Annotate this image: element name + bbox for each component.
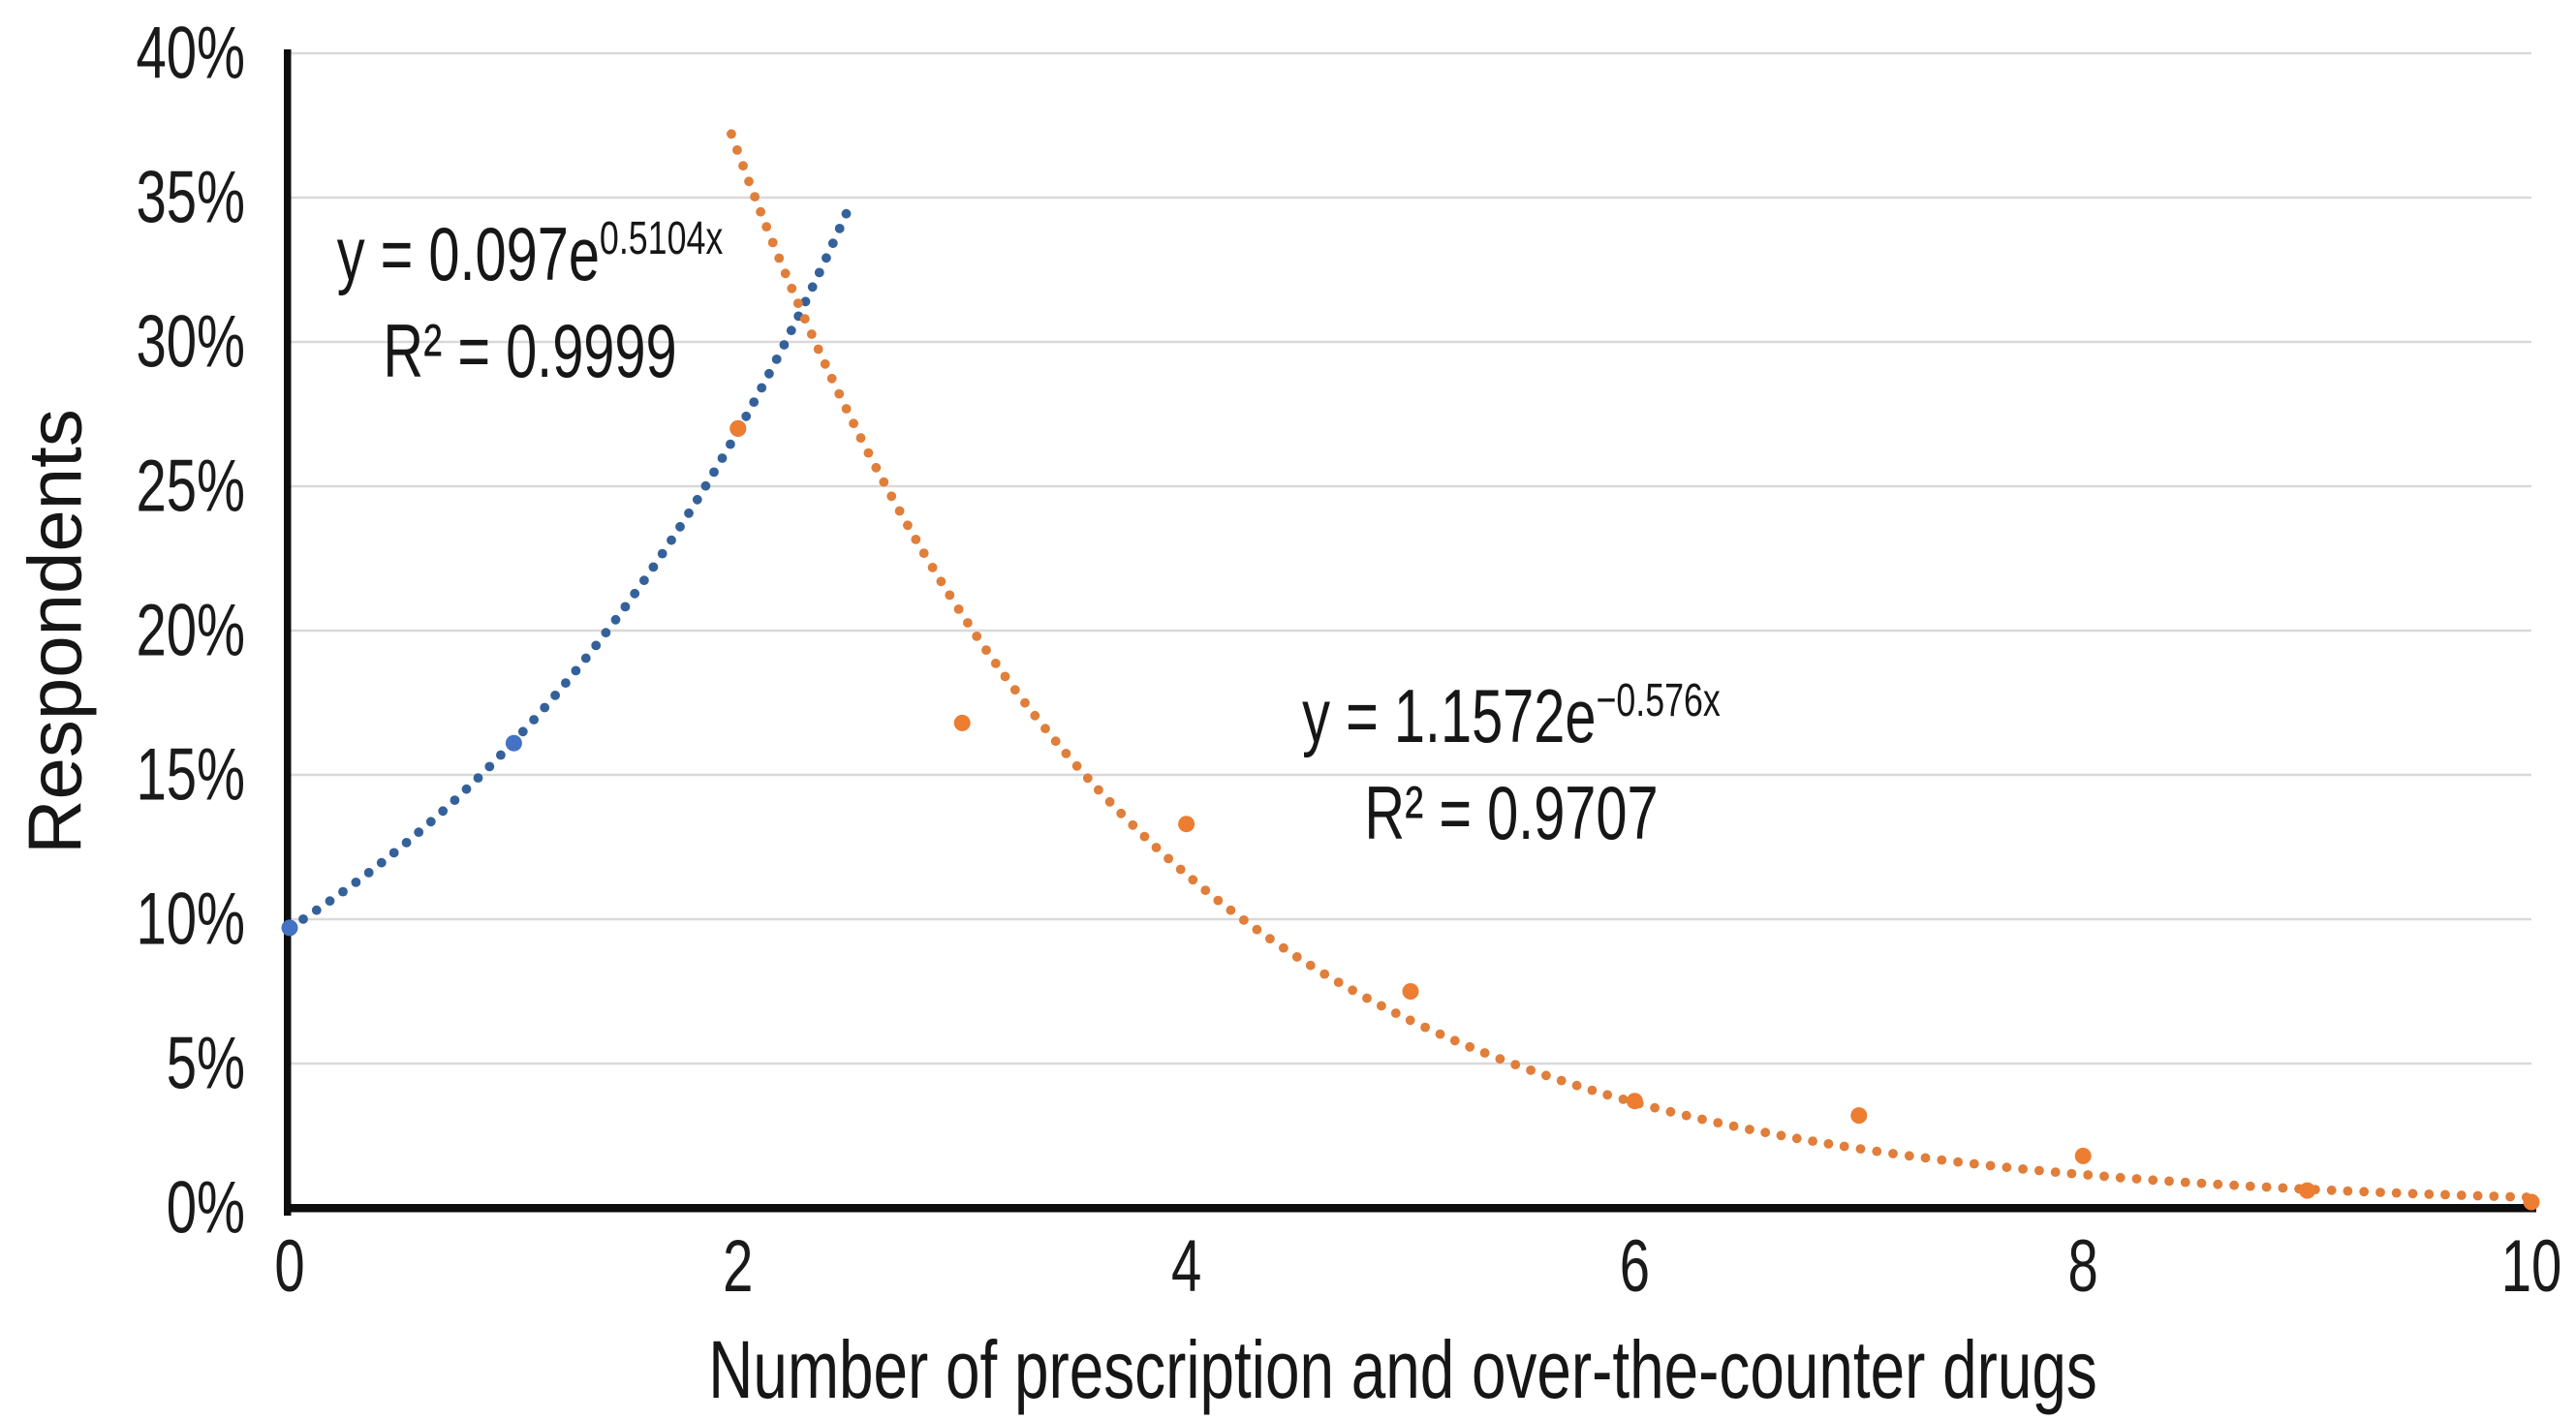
y-axis-title: Respondents	[12, 409, 98, 854]
data-point-marker	[2523, 1193, 2540, 1211]
data-point-marker	[1626, 1093, 1643, 1110]
data-point-marker	[1178, 816, 1195, 833]
gridlines	[290, 51, 2531, 1065]
trendline-r2-blue: R² = 0.9999	[383, 307, 677, 393]
data-point-marker	[1402, 983, 1419, 1000]
trendline-orange-falling	[727, 129, 2531, 1202]
y-tick-label: 30%	[136, 300, 245, 383]
x-tick-label: 4	[1171, 1225, 1201, 1308]
trendline-label-orange: y = 1.1572e−0.576x R² = 0.9707	[1228, 668, 1793, 862]
y-tick-label: 0%	[167, 1166, 245, 1249]
y-tick-label: 20%	[136, 589, 245, 671]
trendline-blue-rising	[285, 208, 852, 933]
data-point-marker	[2074, 1147, 2092, 1164]
data-point-marker	[953, 714, 971, 731]
trendline-equation-blue: y = 0.097e0.5104x	[336, 211, 724, 296]
y-tick-label: 10%	[136, 878, 245, 960]
x-tick-label: 6	[1620, 1225, 1650, 1308]
y-axis-line	[284, 49, 292, 1216]
data-points-orange-falling	[729, 419, 2540, 1211]
y-tick-label: 35%	[136, 156, 245, 238]
data-point-marker	[505, 734, 522, 752]
data-points-blue-rising	[281, 419, 747, 937]
x-axis-title-text: Number of prescription and over-the-coun…	[708, 1324, 2097, 1415]
y-tick-labels: 0% 5% 10% 15% 20% 25% 30% 35% 40%	[136, 12, 245, 1249]
data-point-marker	[281, 919, 298, 937]
x-tick-label: 0	[274, 1225, 304, 1308]
y-tick-label: 40%	[136, 12, 245, 94]
y-tick-label: 15%	[136, 733, 245, 816]
trendline-exponent-orange: −0.576x	[1596, 674, 1721, 726]
x-axis-line	[284, 1204, 2536, 1213]
trendline-label-blue: y = 0.097e0.5104x R² = 0.9999	[269, 206, 791, 400]
x-tick-labels: 0 2 4 6 8 10	[274, 1225, 2561, 1308]
y-tick-label: 25%	[136, 445, 245, 527]
y-tick-label: 5%	[167, 1022, 245, 1104]
trendline-exponent-blue: 0.5104x	[599, 212, 724, 264]
x-tick-label: 8	[2068, 1225, 2098, 1308]
trendline-equation-orange: y = 1.1572e−0.576x	[1302, 673, 1721, 758]
x-tick-label: 10	[2501, 1225, 2562, 1308]
x-axis-title: Number of prescription and over-the-coun…	[489, 1323, 2316, 1417]
trendline-r2-orange: R² = 0.9707	[1364, 769, 1659, 855]
x-tick-label: 2	[723, 1225, 753, 1308]
data-point-marker	[2299, 1182, 2316, 1199]
data-point-marker	[729, 419, 747, 437]
data-point-marker	[1850, 1107, 1868, 1125]
